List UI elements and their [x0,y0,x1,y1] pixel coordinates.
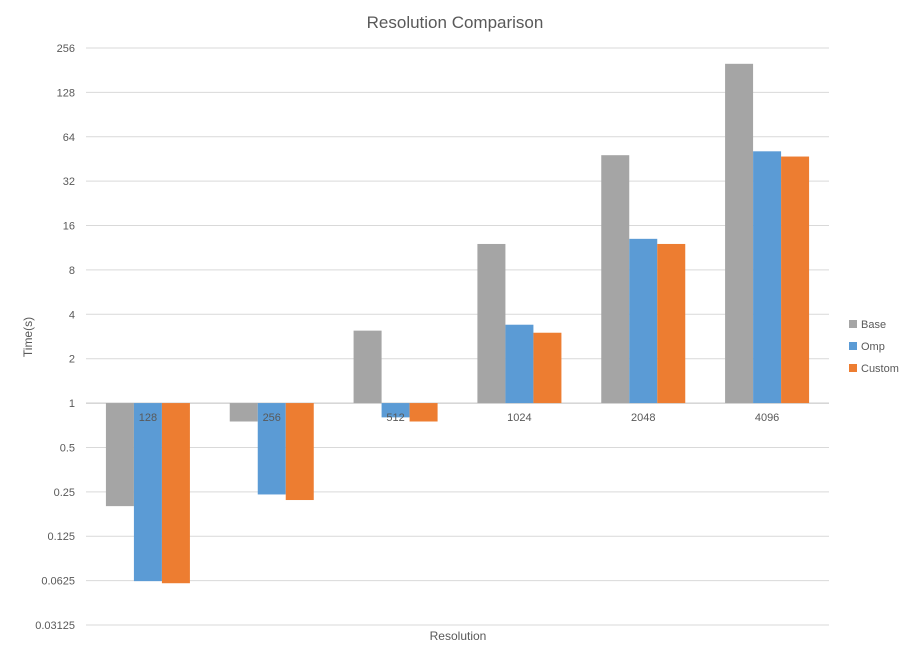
y-tick-label: 8 [69,265,75,277]
legend-label-custom: Custom [861,363,899,375]
bar-base-256 [229,403,258,422]
y-tick-label: 256 [57,43,75,55]
y-tick-label: 32 [63,176,75,188]
legend: Base Omp Custom [849,319,899,375]
y-tick-label: 0.0625 [41,576,75,588]
y-tick-label: 64 [63,132,75,144]
legend-swatch-omp [849,342,857,350]
y-axis-label: Time(s) [21,317,35,357]
y-tick-label: 128 [57,87,75,99]
chart-title: Resolution Comparison [367,13,544,32]
bar-base-2048 [601,155,630,404]
y-tick-label: 0.125 [47,531,75,543]
y-tick-label: 0.25 [54,487,75,499]
y-tick-label: 4 [69,309,75,321]
bar-custom-256 [285,403,314,501]
bar-omp-512 [381,403,410,418]
bar-custom-128 [161,403,190,584]
bars [105,63,810,584]
category-labels: 128 256 512 1024 2048 4096 [139,412,780,424]
bar-base-1024 [477,243,506,404]
bar-custom-4096 [781,156,810,404]
legend-label-omp: Omp [861,341,885,353]
category-label: 128 [139,412,157,424]
legend-label-base: Base [861,319,886,331]
y-tick-label: 0.03125 [35,620,75,632]
bar-custom-512 [409,403,438,422]
bar-base-4096 [725,63,754,404]
x-axis-label: Resolution [430,629,487,643]
category-label: 512 [386,412,404,424]
category-label: 256 [263,412,281,424]
bar-base-128 [105,403,134,507]
y-tick-label: 16 [63,221,75,233]
bar-omp-4096 [753,151,782,404]
y-tick-label: 0.5 [60,442,75,454]
bar-base-512 [353,330,382,404]
category-label: 2048 [631,412,655,424]
category-label: 4096 [755,412,779,424]
category-label: 1024 [507,412,531,424]
y-tick-label: 1 [69,398,75,410]
bar-omp-256 [257,403,286,495]
legend-swatch-base [849,320,857,328]
y-tick-label: 2 [69,354,75,366]
bar-omp-1024 [505,324,534,404]
bar-omp-2048 [629,238,658,404]
bar-omp-128 [133,403,162,582]
bar-custom-1024 [533,332,562,404]
y-tick-labels: 0.03125 0.0625 0.125 0.25 0.5 1 2 4 8 16 32 64 128 25… [35,43,75,632]
bar-custom-2048 [657,243,686,404]
gridlines [86,47,829,626]
legend-swatch-custom [849,364,857,372]
